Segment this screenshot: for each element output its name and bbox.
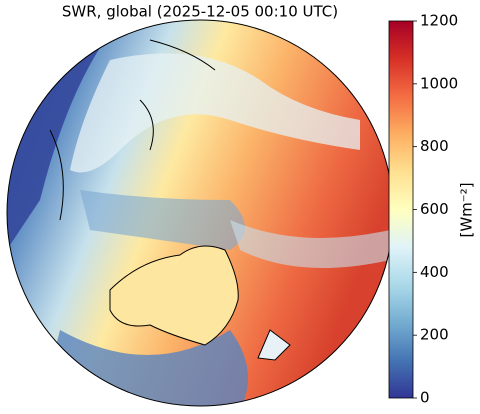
- colorbar-tick-label: 800: [420, 137, 449, 155]
- colorbar-tick-label: 1000: [420, 74, 458, 92]
- colorbar-tick-label: 400: [420, 263, 449, 281]
- colorbar-tick-label: 600: [420, 200, 449, 218]
- colorbar-label: [Wm⁻²]: [458, 182, 476, 237]
- colorbar-tick-label: 1200: [420, 12, 458, 30]
- map-title: SWR, global (2025-12-05 00:10 UTC): [62, 3, 338, 21]
- globe: [7, 20, 393, 406]
- colorbar: [388, 20, 414, 399]
- colorbar-tick-label: 200: [420, 326, 449, 344]
- colorbar-tick-label: 0: [420, 389, 430, 407]
